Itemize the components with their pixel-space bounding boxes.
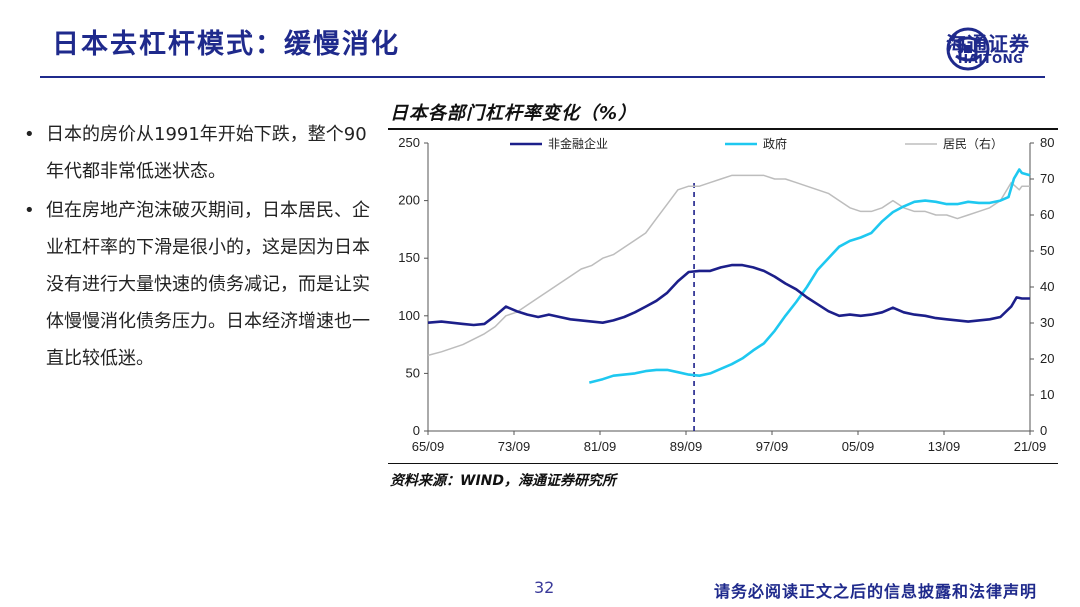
x-tick-label: 97/09 bbox=[756, 439, 789, 454]
series-line-1 bbox=[427, 263, 1030, 327]
x-tick-label: 65/09 bbox=[412, 439, 445, 454]
leverage-line-chart: 0 50 100 150 200 250 0 10 20 30 40 50 60 70 80 65/09 73/… bbox=[398, 135, 1054, 454]
bullet-item: • 日本的房价从1991年开始下跌，整个90年代都非常低迷状态。 bbox=[24, 116, 380, 190]
legend-label: 居民（右） bbox=[943, 136, 1003, 151]
y-right-tick-label: 70 bbox=[1040, 171, 1054, 186]
y-right-tick-label: 80 bbox=[1040, 135, 1054, 150]
x-tick-label: 81/09 bbox=[584, 439, 617, 454]
x-tick-label: 73/09 bbox=[498, 439, 531, 454]
y-right-tick-label: 0 bbox=[1040, 423, 1047, 438]
bullet-list: • 日本的房价从1991年开始下跌，整个90年代都非常低迷状态。 • 但在房地产… bbox=[24, 116, 380, 379]
y-left-tick-label: 200 bbox=[398, 193, 420, 208]
bullet-text: 日本的房价从1991年开始下跌，整个90年代都非常低迷状态。 bbox=[46, 124, 367, 182]
x-tick-label: 13/09 bbox=[928, 439, 961, 454]
logo-text-en: HAITONG bbox=[958, 52, 1024, 66]
y-right-tick-label: 50 bbox=[1040, 243, 1054, 258]
x-tick-label: 89/09 bbox=[670, 439, 703, 454]
y-right-tick-label: 20 bbox=[1040, 351, 1054, 366]
y-right-tick-label: 40 bbox=[1040, 279, 1054, 294]
y-left-tick-label: 100 bbox=[398, 308, 420, 323]
bullet-item: • 但在房地产泡沫破灭期间，日本居民、企业杠杆率的下滑是很小的，这是因为日本没有… bbox=[24, 192, 380, 377]
series-line-2 bbox=[588, 168, 1031, 384]
y-left-tick-label: 50 bbox=[406, 365, 420, 380]
bullet-dot-icon: • bbox=[24, 124, 35, 145]
y-left-tick-label: 150 bbox=[398, 250, 420, 265]
x-tick-label: 21/09 bbox=[1014, 439, 1047, 454]
page-title: 日本去杠杆模式：缓慢消化 bbox=[52, 29, 400, 60]
y-left-tick-label: 250 bbox=[398, 135, 420, 150]
bullet-text: 但在房地产泡沫破灭期间，日本居民、企业杠杆率的下滑是很小的，这是因为日本没有进行… bbox=[46, 200, 370, 369]
page-number: 32 bbox=[534, 578, 555, 597]
logo-text-cn: 海通证券 bbox=[946, 32, 1030, 56]
series-line-3 bbox=[427, 174, 1030, 357]
y-right-tick-label: 30 bbox=[1040, 315, 1054, 330]
legend-label: 政府 bbox=[763, 136, 787, 151]
source-note: 资料来源：WIND，海通证券研究所 bbox=[390, 473, 616, 489]
legend-label: 非金融企业 bbox=[548, 136, 608, 151]
source-divider bbox=[388, 463, 1058, 464]
bullet-dot-icon: • bbox=[24, 200, 35, 221]
y-right-tick-label: 60 bbox=[1040, 207, 1054, 222]
chart-title-divider bbox=[388, 128, 1058, 130]
x-tick-label: 05/09 bbox=[842, 439, 875, 454]
chart-title: 日本各部门杠杆率变化（%） bbox=[390, 103, 638, 124]
title-divider bbox=[40, 76, 1045, 78]
haitong-logo-icon bbox=[946, 27, 990, 71]
legal-disclaimer: 请务必阅读正文之后的信息披露和法律声明 bbox=[714, 582, 1038, 601]
y-left-tick-label: 0 bbox=[413, 423, 420, 438]
y-right-tick-label: 10 bbox=[1040, 387, 1054, 402]
